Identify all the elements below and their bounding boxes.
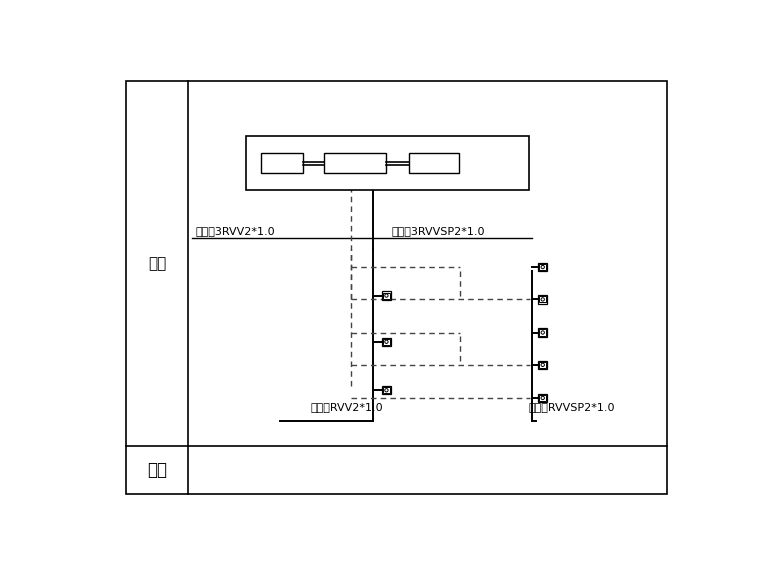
Text: 电源线RVV2*1.0: 电源线RVV2*1.0 — [311, 402, 384, 412]
Bar — [539, 362, 546, 368]
Bar — [383, 292, 390, 299]
Text: 层数: 层数 — [148, 256, 166, 271]
Bar — [382, 291, 391, 300]
Text: 交流220V: 交流220V — [414, 158, 454, 168]
Bar — [382, 386, 391, 394]
Text: 信号线RVVSP2*1.0: 信号线RVVSP2*1.0 — [528, 402, 615, 412]
Bar — [538, 361, 547, 369]
Bar — [383, 387, 390, 393]
Text: 12V后备电源: 12V后备电源 — [332, 158, 378, 168]
Text: 信号獱3RVVSP2*1.0: 信号獱3RVVSP2*1.0 — [392, 226, 486, 236]
Bar — [409, 153, 459, 173]
Bar — [383, 339, 390, 345]
Bar — [538, 263, 547, 271]
Bar — [539, 264, 546, 270]
Text: 呼叫主机: 呼叫主机 — [269, 158, 296, 168]
Bar — [539, 329, 546, 336]
Bar — [538, 394, 547, 402]
Bar — [324, 153, 385, 173]
Text: 电源獱3RVV2*1.0: 电源獱3RVV2*1.0 — [195, 226, 275, 236]
Text: 一层: 一层 — [147, 461, 167, 479]
Bar — [245, 136, 529, 190]
Bar — [538, 295, 547, 304]
Bar — [261, 153, 303, 173]
Text: 一层値班室: 一层値班室 — [369, 177, 406, 190]
Bar — [538, 328, 547, 337]
Bar — [382, 337, 391, 346]
Bar — [539, 395, 546, 401]
Bar — [539, 296, 546, 303]
